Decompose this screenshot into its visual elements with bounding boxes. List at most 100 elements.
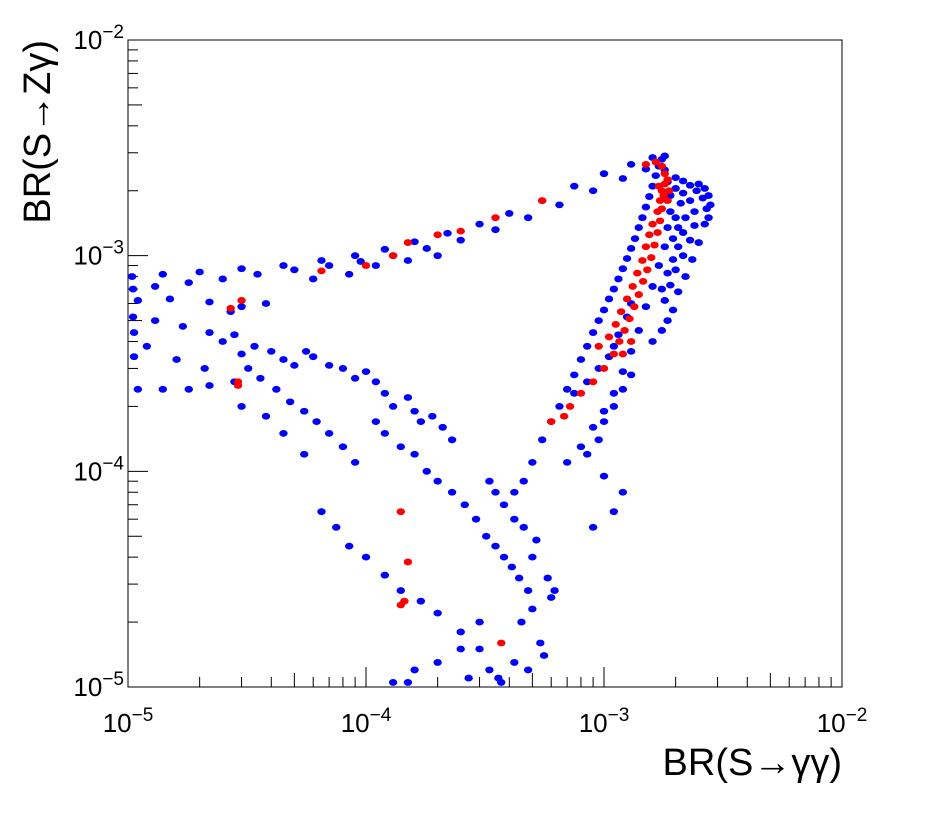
data-point-series-1 xyxy=(290,266,299,274)
data-point-series-1 xyxy=(184,385,193,393)
data-point-series-2 xyxy=(663,197,672,205)
data-point-series-1 xyxy=(253,270,262,278)
data-point-series-1 xyxy=(630,235,640,242)
data-point-series-1 xyxy=(536,639,545,647)
data-point-series-1 xyxy=(510,488,519,496)
data-point-series-1 xyxy=(599,472,609,480)
data-point-series-1 xyxy=(576,443,586,451)
data-point-series-1 xyxy=(485,666,494,674)
y-tick-label: 10−5 xyxy=(73,669,124,702)
data-point-series-2 xyxy=(622,295,632,303)
data-point-series-1 xyxy=(309,275,318,283)
data-point-series-2 xyxy=(641,243,651,251)
data-point-series-1 xyxy=(388,403,398,410)
minor-ticks xyxy=(127,49,832,688)
data-point-series-1 xyxy=(371,418,381,426)
data-point-series-1 xyxy=(555,403,564,410)
data-point-series-1 xyxy=(626,347,636,355)
data-point-series-2 xyxy=(628,283,637,290)
data-point-series-1 xyxy=(324,361,334,369)
x-tick-label: 10−5 xyxy=(103,705,154,738)
data-point-series-1 xyxy=(690,208,699,216)
data-point-series-1 xyxy=(634,224,643,231)
data-point-series-1 xyxy=(671,174,680,182)
data-point-series-1 xyxy=(150,317,160,324)
y-tick-label: 10−2 xyxy=(73,22,124,55)
data-point-series-1 xyxy=(380,245,390,253)
data-point-series-1 xyxy=(403,257,413,264)
data-point-series-1 xyxy=(456,628,465,636)
data-point-series-2 xyxy=(226,304,235,312)
data-point-series-1 xyxy=(497,679,506,686)
data-point-series-1 xyxy=(618,488,628,496)
data-point-series-1 xyxy=(618,368,628,376)
tick-labels: 10−5 10−4 10−3 10−2 10−5 10−4 10−3 10−2 xyxy=(73,22,867,738)
data-point-series-1 xyxy=(532,536,541,544)
data-point-series-1 xyxy=(301,347,311,355)
data-point-series-1 xyxy=(485,477,494,485)
data-point-series-2 xyxy=(638,257,647,264)
data-point-series-1 xyxy=(583,342,592,350)
data-point-series-1 xyxy=(666,208,675,216)
data-point-series-1 xyxy=(673,224,683,231)
data-point-series-1 xyxy=(576,356,586,363)
data-point-series-1 xyxy=(528,459,537,466)
data-point-series-1 xyxy=(543,574,552,582)
data-point-series-1 xyxy=(583,378,592,386)
data-point-series-1 xyxy=(433,477,442,485)
data-point-series-1 xyxy=(523,587,533,594)
data-point-series-1 xyxy=(588,329,598,336)
data-point-series-1 xyxy=(599,407,609,415)
data-point-series-1 xyxy=(583,450,592,458)
data-point-series-1 xyxy=(350,252,360,260)
data-point-series-2 xyxy=(655,217,665,225)
data-point-series-1 xyxy=(681,273,690,280)
data-point-series-1 xyxy=(300,407,309,415)
data-point-series-1 xyxy=(641,303,651,311)
data-point-series-1 xyxy=(692,187,701,195)
data-point-series-1 xyxy=(668,256,678,263)
data-point-series-1 xyxy=(447,436,457,444)
data-point-series-1 xyxy=(599,418,609,426)
data-point-series-2 xyxy=(653,229,662,236)
data-point-series-1 xyxy=(158,270,167,278)
data-point-series-2 xyxy=(650,241,659,249)
data-point-series-1 xyxy=(324,262,334,269)
data-point-series-2 xyxy=(233,378,243,386)
data-point-series-1 xyxy=(127,273,137,280)
data-point-series-1 xyxy=(345,542,354,550)
data-point-series-1 xyxy=(663,317,672,324)
data-point-series-1 xyxy=(460,501,469,509)
data-point-series-1 xyxy=(671,214,680,222)
x-tick-label: 10−3 xyxy=(579,705,630,738)
data-point-series-1 xyxy=(678,229,688,236)
data-point-series-1 xyxy=(338,443,348,451)
data-point-series-1 xyxy=(499,553,509,561)
data-point-series-2 xyxy=(641,160,651,168)
data-point-series-1 xyxy=(422,245,431,252)
data-point-series-1 xyxy=(685,197,695,205)
data-point-series-1 xyxy=(609,342,619,350)
data-point-series-1 xyxy=(256,374,265,382)
data-point-series-1 xyxy=(482,532,491,540)
data-point-series-1 xyxy=(678,177,688,185)
data-point-series-1 xyxy=(599,306,609,314)
data-point-series-1 xyxy=(538,436,547,444)
data-point-series-1 xyxy=(475,618,484,626)
data-point-series-1 xyxy=(396,443,405,451)
y-axis-title: BR(S→Zγ) xyxy=(17,40,59,224)
data-point-series-1 xyxy=(200,365,209,372)
data-point-series-1 xyxy=(396,587,405,594)
data-point-series-1 xyxy=(588,187,598,195)
data-point-series-1 xyxy=(663,224,672,231)
data-point-series-1 xyxy=(663,269,672,277)
data-point-series-1 xyxy=(673,243,683,251)
data-point-series-1 xyxy=(371,378,381,386)
data-point-series-1 xyxy=(651,172,660,180)
data-point-series-1 xyxy=(443,229,452,237)
data-point-series-1 xyxy=(648,182,657,190)
data-point-series-1 xyxy=(403,394,413,401)
data-point-series-1 xyxy=(475,645,484,653)
data-point-series-1 xyxy=(403,679,413,686)
data-point-series-1 xyxy=(456,236,465,244)
